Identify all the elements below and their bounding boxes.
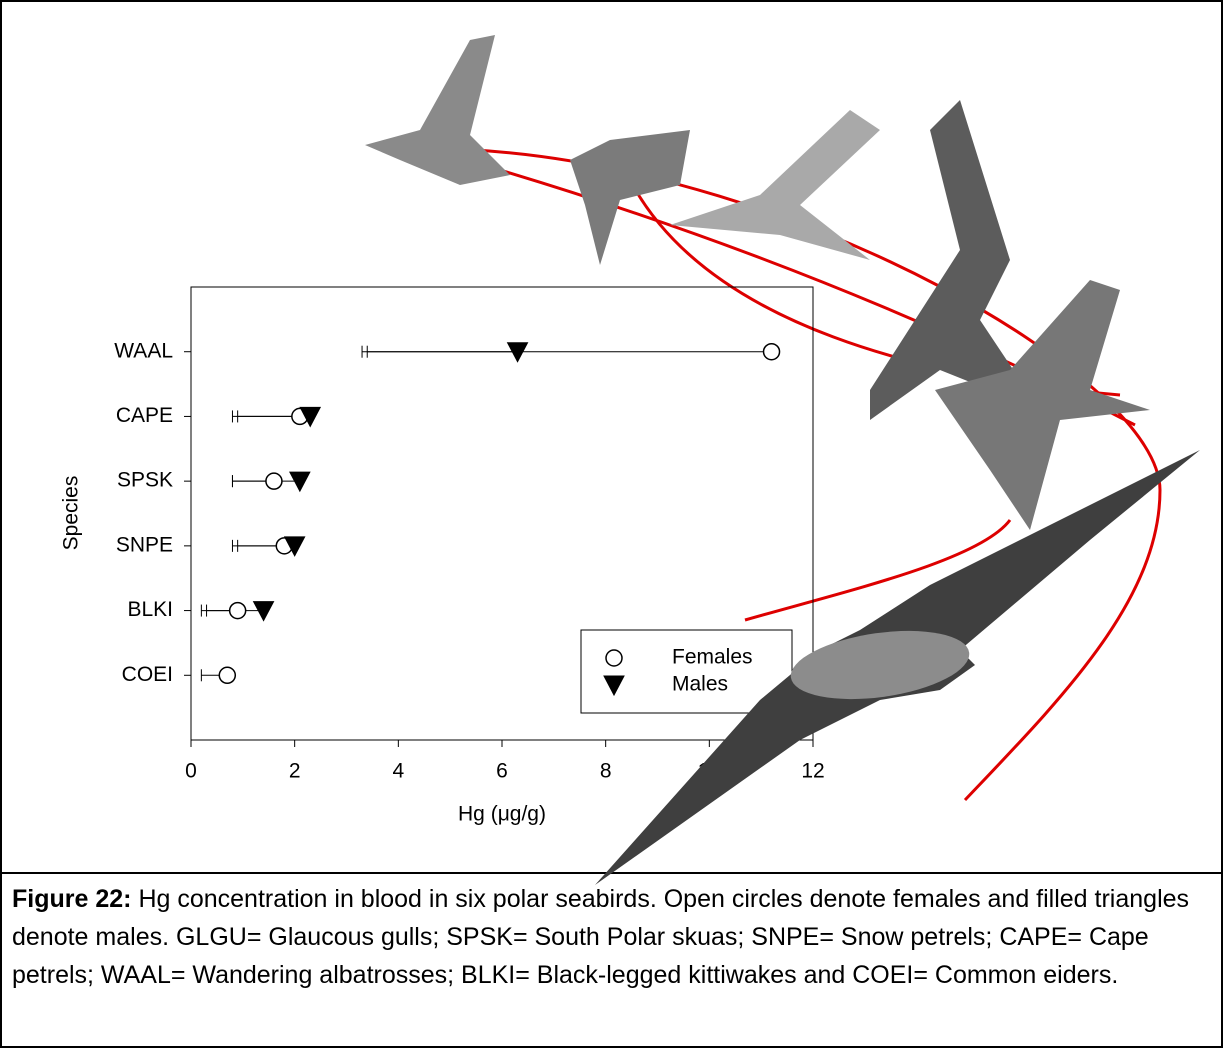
circle-marker xyxy=(762,342,781,361)
decoration xyxy=(365,35,1162,802)
circle-marker xyxy=(605,649,623,667)
bird-eider xyxy=(365,35,510,185)
legend: Females Males xyxy=(580,629,793,714)
x-tick-label: 2 xyxy=(289,760,301,783)
x-tick-label: 8 xyxy=(600,760,612,783)
circle-marker xyxy=(265,472,283,490)
y-tick-label: SNPE xyxy=(116,533,173,556)
circle-marker xyxy=(218,666,237,685)
red-curve xyxy=(474,148,1162,802)
x-axis-title: Hg (μg/g) xyxy=(458,803,546,826)
triangle-marker xyxy=(506,342,529,363)
x-tick-label: 0 xyxy=(185,760,197,783)
bird-petrel xyxy=(935,280,1150,530)
y-tick-label: CAPE xyxy=(116,404,173,427)
x-tick-label: 4 xyxy=(392,760,404,783)
bird-skua xyxy=(870,100,1040,420)
triangle-marker xyxy=(299,406,322,428)
triangle-marker xyxy=(603,675,625,697)
circle-marker xyxy=(228,601,247,620)
triangle-marker xyxy=(289,471,311,493)
legend-label: Females xyxy=(672,646,753,669)
x-tick-label: 6 xyxy=(496,760,508,783)
bird-kittiwake xyxy=(670,110,880,260)
triangle-marker xyxy=(283,536,306,557)
y-tick-label: COEI xyxy=(122,663,173,686)
y-tick-label: BLKI xyxy=(127,598,173,621)
caption: Figure 22: Hg concentration in blood in … xyxy=(12,880,1212,994)
y-tick-label: WAAL xyxy=(114,339,173,362)
caption-text: Hg concentration in blood in six polar s… xyxy=(12,885,1190,989)
y-tick-label: SPSK xyxy=(117,469,173,492)
error-bar xyxy=(366,345,518,358)
bird-gull xyxy=(570,130,690,265)
legend-box xyxy=(580,629,793,714)
legend-label: Males xyxy=(672,673,728,696)
triangle-marker xyxy=(252,601,275,622)
red-curve xyxy=(744,519,1012,622)
caption-label: Figure 22: xyxy=(12,885,132,913)
bird-albatross-body xyxy=(790,630,970,700)
x-tick-label: 12 xyxy=(801,760,824,783)
y-axis-title: Species xyxy=(60,476,83,551)
